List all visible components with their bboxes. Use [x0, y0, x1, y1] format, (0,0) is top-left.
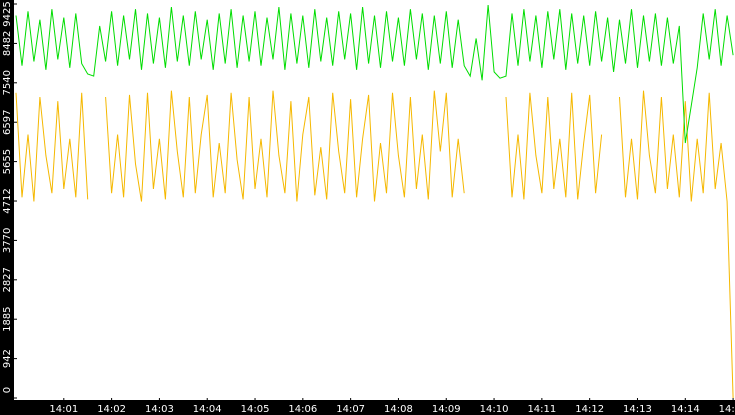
x-tick-label: 14:04	[193, 404, 222, 415]
x-tick-label: 14:14	[671, 404, 700, 415]
x-tick-label: 14:13	[623, 404, 652, 415]
x-tick-label: 14:02	[97, 404, 126, 415]
x-tick-label: 14:12	[575, 404, 604, 415]
x-tick-label: 14:07	[336, 404, 365, 415]
x-tick-label: 14:10	[480, 404, 509, 415]
y-tick-label: 9425	[2, 1, 13, 26]
x-tick-label: 14:09	[432, 404, 461, 415]
y-tick-label: 2827	[2, 267, 13, 292]
y-tick-label: 6597	[2, 109, 13, 134]
y-tick-label: 942	[2, 349, 13, 368]
y-tick-label: 3770	[2, 228, 13, 253]
y-tick-label: 8482	[2, 31, 13, 56]
x-axis-strip	[0, 400, 735, 415]
y-tick-label: 7540	[2, 70, 13, 95]
x-tick-label: 14:06	[288, 404, 317, 415]
x-tick-label: 14:03	[145, 404, 174, 415]
x-tick-label: 14:01	[49, 404, 78, 415]
series-line	[15, 90, 734, 399]
y-tick-label: 4712	[2, 188, 13, 213]
y-axis-strip	[0, 0, 14, 415]
x-tick-label: 14:15	[719, 404, 735, 415]
x-tick-label: 14:11	[527, 404, 556, 415]
x-tick-label: 14:05	[241, 404, 270, 415]
x-tick-label: 14:08	[384, 404, 413, 415]
y-tick-label: 0	[2, 387, 13, 393]
series-line	[15, 4, 734, 144]
y-tick-label: 5655	[2, 149, 13, 174]
y-tick-label: 1885	[2, 306, 13, 331]
